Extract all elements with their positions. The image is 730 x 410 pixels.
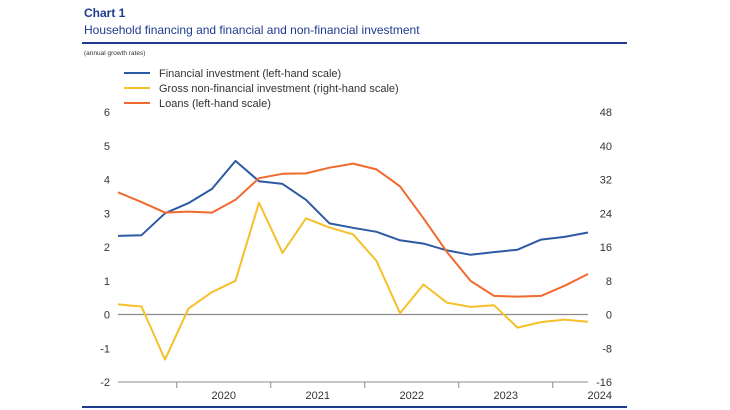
left-tick-label: 2 (104, 242, 110, 254)
left-tick-label: -1 (100, 343, 110, 355)
x-tick-label: 2020 (212, 390, 236, 402)
right-tick-label: -8 (602, 343, 612, 355)
right-axis-ticks: 48 40 32 24 16 8 0 -8 -16 (596, 107, 612, 389)
right-tick-label: -16 (596, 377, 612, 389)
legend-label-2: Gross non-financial investment (right-ha… (159, 83, 399, 95)
series-line-1 (117, 159, 589, 256)
series-line-3 (117, 162, 589, 298)
series-line-2 (117, 201, 589, 361)
chart-number: Chart 1 (84, 6, 126, 20)
left-tick-label: 3 (104, 208, 110, 220)
top-rule (82, 42, 627, 44)
left-tick-label: 1 (104, 276, 110, 288)
x-tick-label: 2023 (494, 390, 518, 402)
chart-title: Household financing and financial and no… (84, 23, 420, 37)
right-tick-label: 16 (600, 242, 612, 254)
legend: Financial investment (left-hand scale) Gr… (124, 68, 399, 110)
right-tick-label: 0 (606, 310, 612, 322)
right-tick-label: 8 (606, 276, 612, 288)
left-tick-label: 4 (104, 175, 110, 187)
x-tick-label: 2024 (588, 390, 612, 402)
right-tick-label: 32 (600, 175, 612, 187)
right-tick-label: 40 (600, 141, 612, 153)
right-tick-label: 24 (600, 208, 612, 220)
legend-label-3: Loans (left-hand scale) (159, 98, 271, 110)
left-axis-ticks: 6 5 4 3 2 1 0 -1 -2 (100, 107, 110, 389)
x-tick-label: 2022 (400, 390, 424, 402)
left-tick-label: -2 (100, 377, 110, 389)
legend-label-1: Financial investment (left-hand scale) (159, 68, 341, 80)
left-tick-label: 6 (104, 107, 110, 119)
x-axis: 2020 2021 2022 2023 2024 (118, 313, 612, 402)
x-tick-label: 2021 (306, 390, 330, 402)
chart-subtitle: (annual growth rates) (84, 50, 146, 57)
bottom-rule (82, 406, 627, 408)
left-tick-label: 0 (104, 310, 110, 322)
right-tick-label: 48 (600, 107, 612, 119)
series-lines (117, 159, 589, 361)
left-tick-label: 5 (104, 141, 110, 153)
